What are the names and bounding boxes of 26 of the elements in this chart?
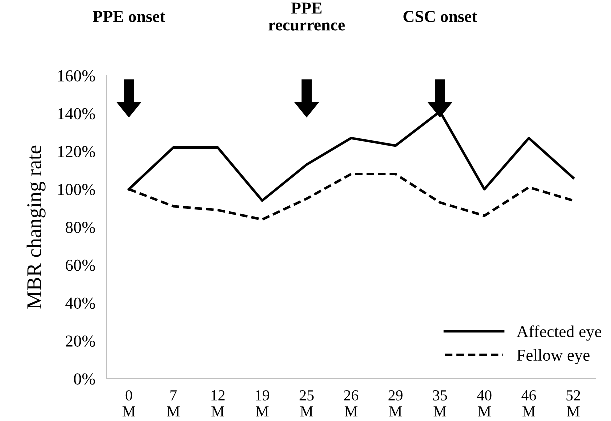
y-tick-label: 80% (66, 222, 96, 234)
x-tick-label: 35 M (433, 390, 448, 417)
y-tick-label: 100% (58, 184, 96, 196)
x-tick-label: 19 M (256, 390, 270, 417)
x-tick-label: 52 M (566, 390, 580, 417)
x-tick-label: 12 M (212, 390, 225, 417)
y-tick-label: 20% (66, 336, 96, 348)
x-tick-label: 26 M (344, 390, 359, 417)
x-tick-label: 7 M (167, 390, 180, 417)
text: CSC onset (404, 11, 478, 22)
text: PPE onset (93, 11, 166, 22)
legend-label: Affected eye (516, 326, 602, 341)
y-tick-label: 140% (58, 108, 96, 120)
x-tick-label: 0 M (122, 390, 136, 417)
y-axis-title: MBR changing rate (26, 146, 46, 309)
x-tick-label: 25 M (300, 390, 314, 417)
y-tick-label: 120% (58, 146, 96, 158)
x-tick-label: 46 M (522, 390, 536, 417)
x-tick-label: 29 M (388, 390, 403, 417)
y-tick-label: 40% (66, 298, 96, 310)
y-tick-label: 60% (66, 260, 96, 272)
x-tick-label: 40 M (477, 390, 492, 417)
text: PPE recurrence (268, 2, 346, 31)
legend-label: Fellow eye (517, 349, 590, 365)
y-tick-label: 160% (58, 70, 96, 82)
y-tick-label: 0% (74, 374, 96, 385)
